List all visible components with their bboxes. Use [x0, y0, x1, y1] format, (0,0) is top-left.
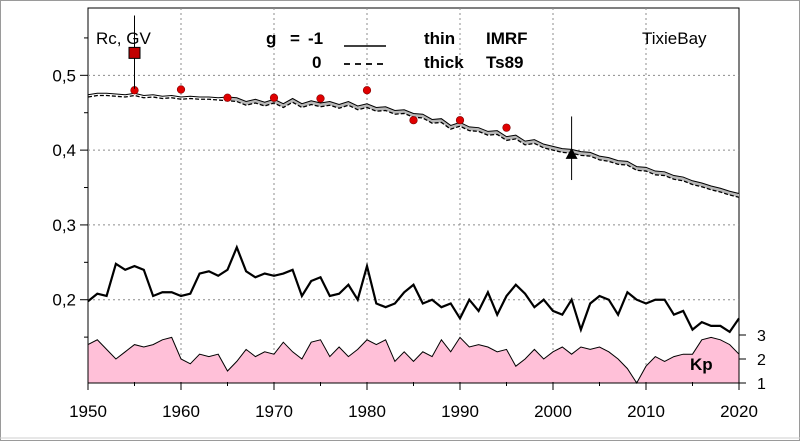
legend-row2-g: 0: [312, 53, 321, 72]
y-axis-label: Rc, GV: [96, 29, 151, 48]
y-tick-label: 0,3: [52, 216, 76, 235]
x-tick-label: 1980: [348, 402, 386, 421]
red-circle-marker: [176, 85, 186, 94]
square-marker: [128, 46, 141, 59]
legend: g = -1 thin IMRF 0 thick Ts89: [266, 29, 528, 72]
lower-series-line: [87, 244, 740, 334]
kp-area: [87, 336, 740, 384]
station-name: TixieBay: [642, 29, 707, 48]
kp-tick-2: 2: [757, 352, 766, 369]
legend-row1-model: IMRF: [486, 29, 528, 48]
x-tick-label: 1990: [441, 402, 479, 421]
y-tick-label: 0,4: [52, 141, 76, 160]
y-tick-label: 0,5: [52, 66, 76, 85]
x-tick-label: 1950: [69, 402, 107, 421]
kp-label: Kp: [690, 355, 713, 374]
red-circle-marker: [502, 123, 511, 132]
kp-tick-3: 3: [757, 328, 766, 345]
legend-row2-width: thick: [424, 53, 464, 72]
x-tick-label: 2000: [534, 402, 572, 421]
red-circle-marker: [409, 116, 418, 125]
red-circle-marker: [455, 116, 465, 125]
x-tick-label: 2020: [720, 402, 758, 421]
legend-equals: =: [290, 29, 300, 48]
legend-g-header: g: [266, 29, 276, 48]
legend-row1-width: thin: [424, 29, 455, 48]
triangle-marker: [565, 147, 578, 159]
axes: 1950 1960 1970 1980 1990 2000 2010 2020 0,2 0,3 0,…: [52, 37, 758, 421]
legend-row1-g: -1: [308, 29, 323, 48]
red-circle-marker: [223, 93, 232, 102]
kp-area-layer: [87, 336, 740, 384]
y-tick-label: 0,2: [52, 291, 76, 310]
legend-row2-model: Ts89: [486, 53, 524, 72]
rc-line-thin: [87, 92, 740, 194]
red-circle-marker: [269, 93, 279, 102]
kp-tick-1: 1: [757, 376, 766, 393]
x-tick-label: 1960: [162, 402, 200, 421]
red-circle-marker: [362, 86, 372, 95]
marker-layer: [128, 15, 578, 181]
red-circle-marker: [316, 94, 325, 103]
x-tick-label: 2010: [627, 402, 665, 421]
x-tick-label: 1970: [255, 402, 293, 421]
